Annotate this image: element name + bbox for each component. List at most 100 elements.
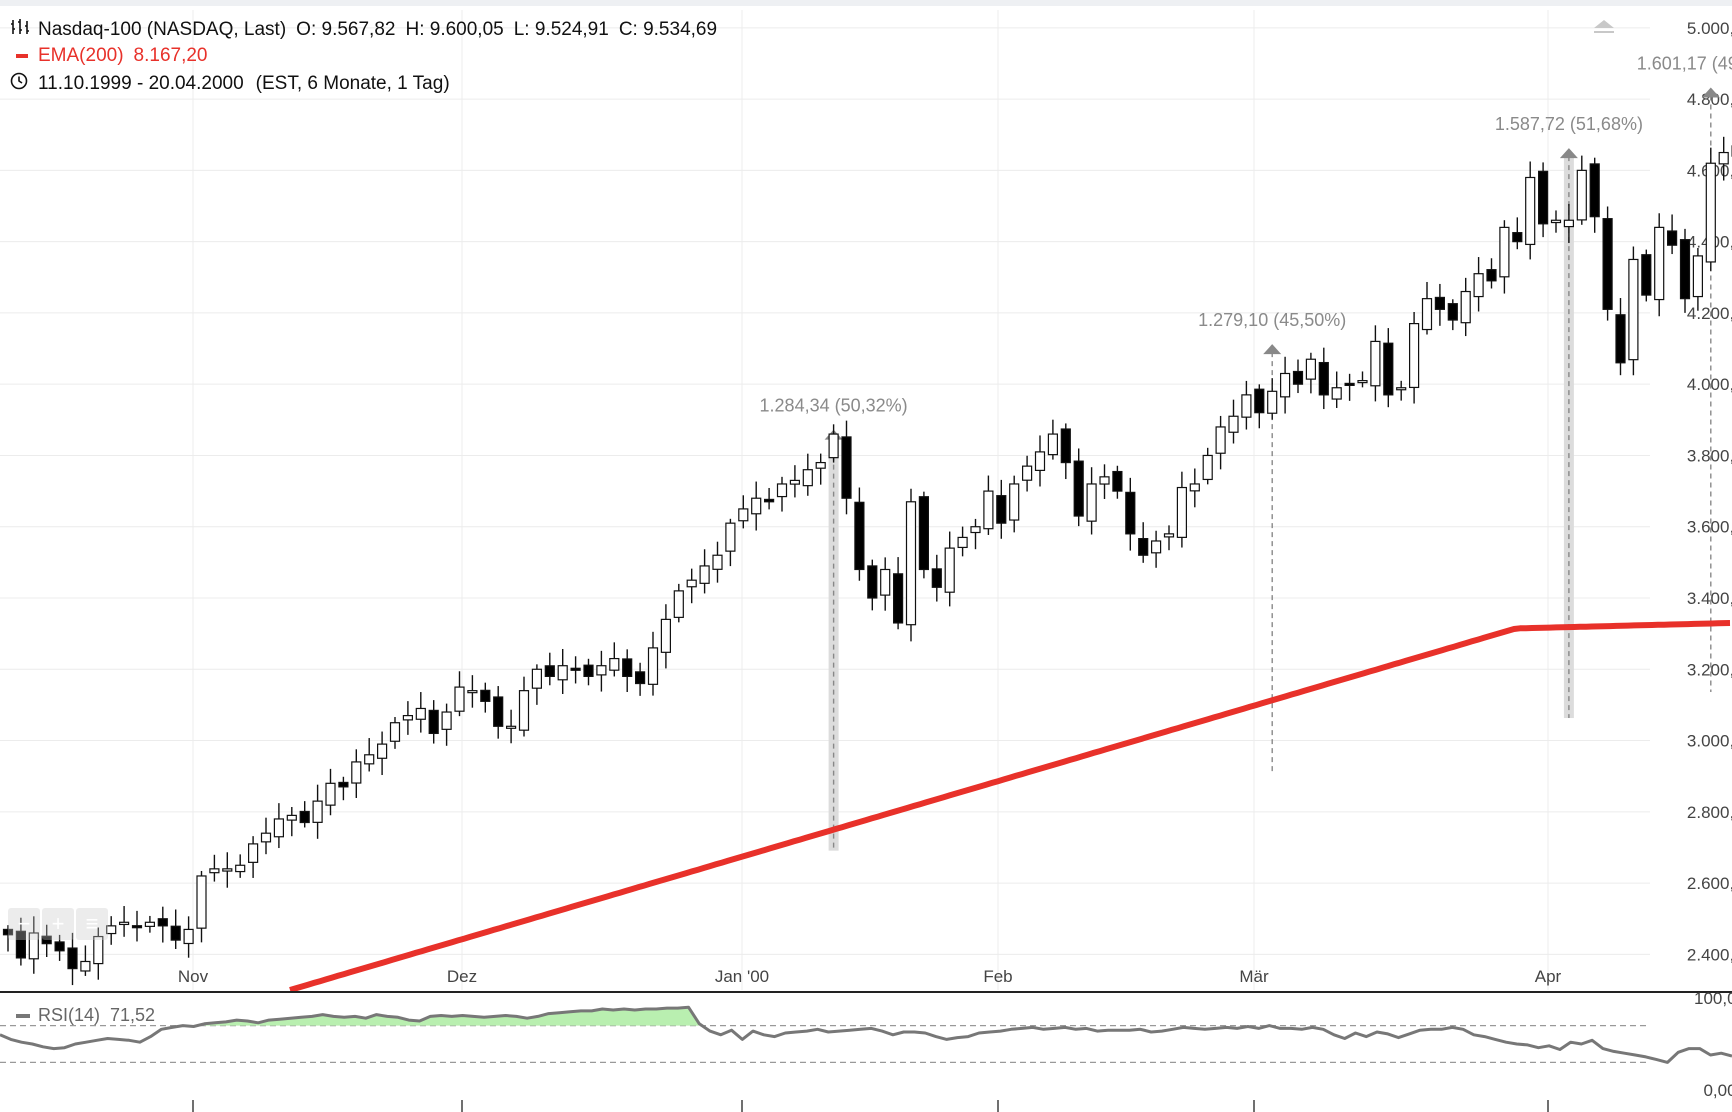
candle-body[interactable] xyxy=(531,668,543,689)
candle-body[interactable] xyxy=(751,497,762,515)
candle-body[interactable] xyxy=(1550,219,1562,224)
candle-body[interactable] xyxy=(389,722,401,742)
candle-body[interactable] xyxy=(338,781,349,788)
candle-body[interactable] xyxy=(854,501,865,571)
candle-body[interactable] xyxy=(2,928,14,936)
candle-body[interactable] xyxy=(1344,382,1355,386)
candle-body[interactable] xyxy=(1473,273,1484,298)
candle-body[interactable] xyxy=(131,925,143,929)
zoom-out-icon[interactable]: − xyxy=(8,908,40,940)
candle-body[interactable] xyxy=(1615,314,1626,364)
candle-body[interactable] xyxy=(1189,483,1200,492)
candle-body[interactable] xyxy=(1563,219,1575,228)
candle-body[interactable] xyxy=(1279,372,1291,398)
candle-body[interactable] xyxy=(1099,476,1110,485)
candle-body[interactable] xyxy=(699,565,710,584)
candle-body[interactable] xyxy=(506,725,517,729)
candle-body[interactable] xyxy=(325,782,336,806)
candle-body[interactable] xyxy=(1112,470,1123,492)
candle-body[interactable] xyxy=(1009,483,1020,521)
candle-body[interactable] xyxy=(815,461,826,469)
candle-body[interactable] xyxy=(1060,428,1071,464)
candle-body[interactable] xyxy=(1396,387,1407,391)
candle-body[interactable] xyxy=(686,579,697,588)
candle-body[interactable] xyxy=(1408,323,1420,389)
candle-body[interactable] xyxy=(1150,540,1162,554)
candle-body[interactable] xyxy=(15,930,26,959)
candle-body[interactable] xyxy=(931,568,942,588)
candle-body[interactable] xyxy=(41,935,52,945)
candle-body[interactable] xyxy=(1666,230,1678,246)
candle-body[interactable] xyxy=(222,868,233,872)
candle-body[interactable] xyxy=(725,522,736,552)
candle-body[interactable] xyxy=(1628,258,1639,361)
candle-body[interactable] xyxy=(557,665,568,681)
candle-body[interactable] xyxy=(183,928,194,945)
rsi-legend[interactable]: RSI(14) 71,52 xyxy=(16,1005,155,1026)
candle-body[interactable] xyxy=(1176,486,1188,538)
candle-body[interactable] xyxy=(570,667,581,671)
candle-body[interactable] xyxy=(789,479,801,485)
candle-body[interactable] xyxy=(235,864,246,873)
candle-body[interactable] xyxy=(80,960,91,972)
candle-body[interactable] xyxy=(402,714,413,721)
candle-body[interactable] xyxy=(1138,538,1149,556)
candle-body[interactable] xyxy=(1241,394,1252,418)
candle-body[interactable] xyxy=(712,554,723,570)
candle-body[interactable] xyxy=(1163,533,1175,538)
candle-body[interactable] xyxy=(867,565,878,599)
candle-body[interactable] xyxy=(1034,451,1046,471)
candle-body[interactable] xyxy=(364,754,375,765)
candle-body[interactable] xyxy=(312,800,323,823)
candle-body[interactable] xyxy=(660,618,672,653)
candle-body[interactable] xyxy=(1654,226,1665,301)
candle-body[interactable] xyxy=(1073,460,1084,517)
candle-body[interactable] xyxy=(905,501,917,626)
candle-body[interactable] xyxy=(1318,361,1329,396)
candle-body[interactable] xyxy=(634,671,646,685)
candle-body[interactable] xyxy=(776,483,788,498)
candle-body[interactable] xyxy=(28,932,39,960)
candle-body[interactable] xyxy=(441,711,452,730)
candle-body[interactable] xyxy=(157,918,168,927)
candle-body[interactable] xyxy=(1499,226,1510,278)
candle-body[interactable] xyxy=(880,568,891,596)
candle-body[interactable] xyxy=(763,498,775,503)
candle-body[interactable] xyxy=(1086,483,1097,522)
candle-body[interactable] xyxy=(622,658,633,678)
rsi-line[interactable] xyxy=(0,1005,1732,1064)
candle-body[interactable] xyxy=(892,573,904,624)
candle-body[interactable] xyxy=(1460,290,1471,324)
candle-body[interactable] xyxy=(273,818,284,838)
candle-body[interactable] xyxy=(351,761,362,784)
candle-body[interactable] xyxy=(544,665,555,678)
candle-body[interactable] xyxy=(1589,163,1600,218)
candle-body[interactable] xyxy=(828,433,839,459)
candle-body[interactable] xyxy=(299,810,310,824)
candle-body[interactable] xyxy=(1021,465,1033,481)
ema-legend[interactable]: EMA(200) 8.167,20 xyxy=(10,45,208,67)
candle-body[interactable] xyxy=(841,436,852,499)
candle-body[interactable] xyxy=(1537,170,1549,225)
candle-body[interactable] xyxy=(1228,415,1239,433)
candle-body[interactable] xyxy=(170,925,181,941)
collapse-panel-icon[interactable] xyxy=(1590,16,1618,36)
candle-body[interactable] xyxy=(144,921,155,927)
candle-body[interactable] xyxy=(1679,239,1691,300)
candle-body[interactable] xyxy=(1215,426,1226,454)
candle-body[interactable] xyxy=(260,832,272,843)
candle-body[interactable] xyxy=(609,657,620,671)
candle-body[interactable] xyxy=(1305,358,1317,380)
candle-body[interactable] xyxy=(918,496,930,571)
candle-body[interactable] xyxy=(67,947,78,970)
candle-body[interactable] xyxy=(1486,269,1497,282)
candle-body[interactable] xyxy=(1434,296,1446,310)
candle-body[interactable] xyxy=(106,925,117,935)
ema-line[interactable] xyxy=(289,620,1731,993)
zoom-in-icon[interactable]: + xyxy=(42,908,74,940)
candle-body[interactable] xyxy=(248,843,259,863)
candle-body[interactable] xyxy=(467,690,478,694)
candle-body[interactable] xyxy=(286,814,297,821)
candle-body[interactable] xyxy=(1125,491,1136,535)
candle-body[interactable] xyxy=(454,686,465,712)
